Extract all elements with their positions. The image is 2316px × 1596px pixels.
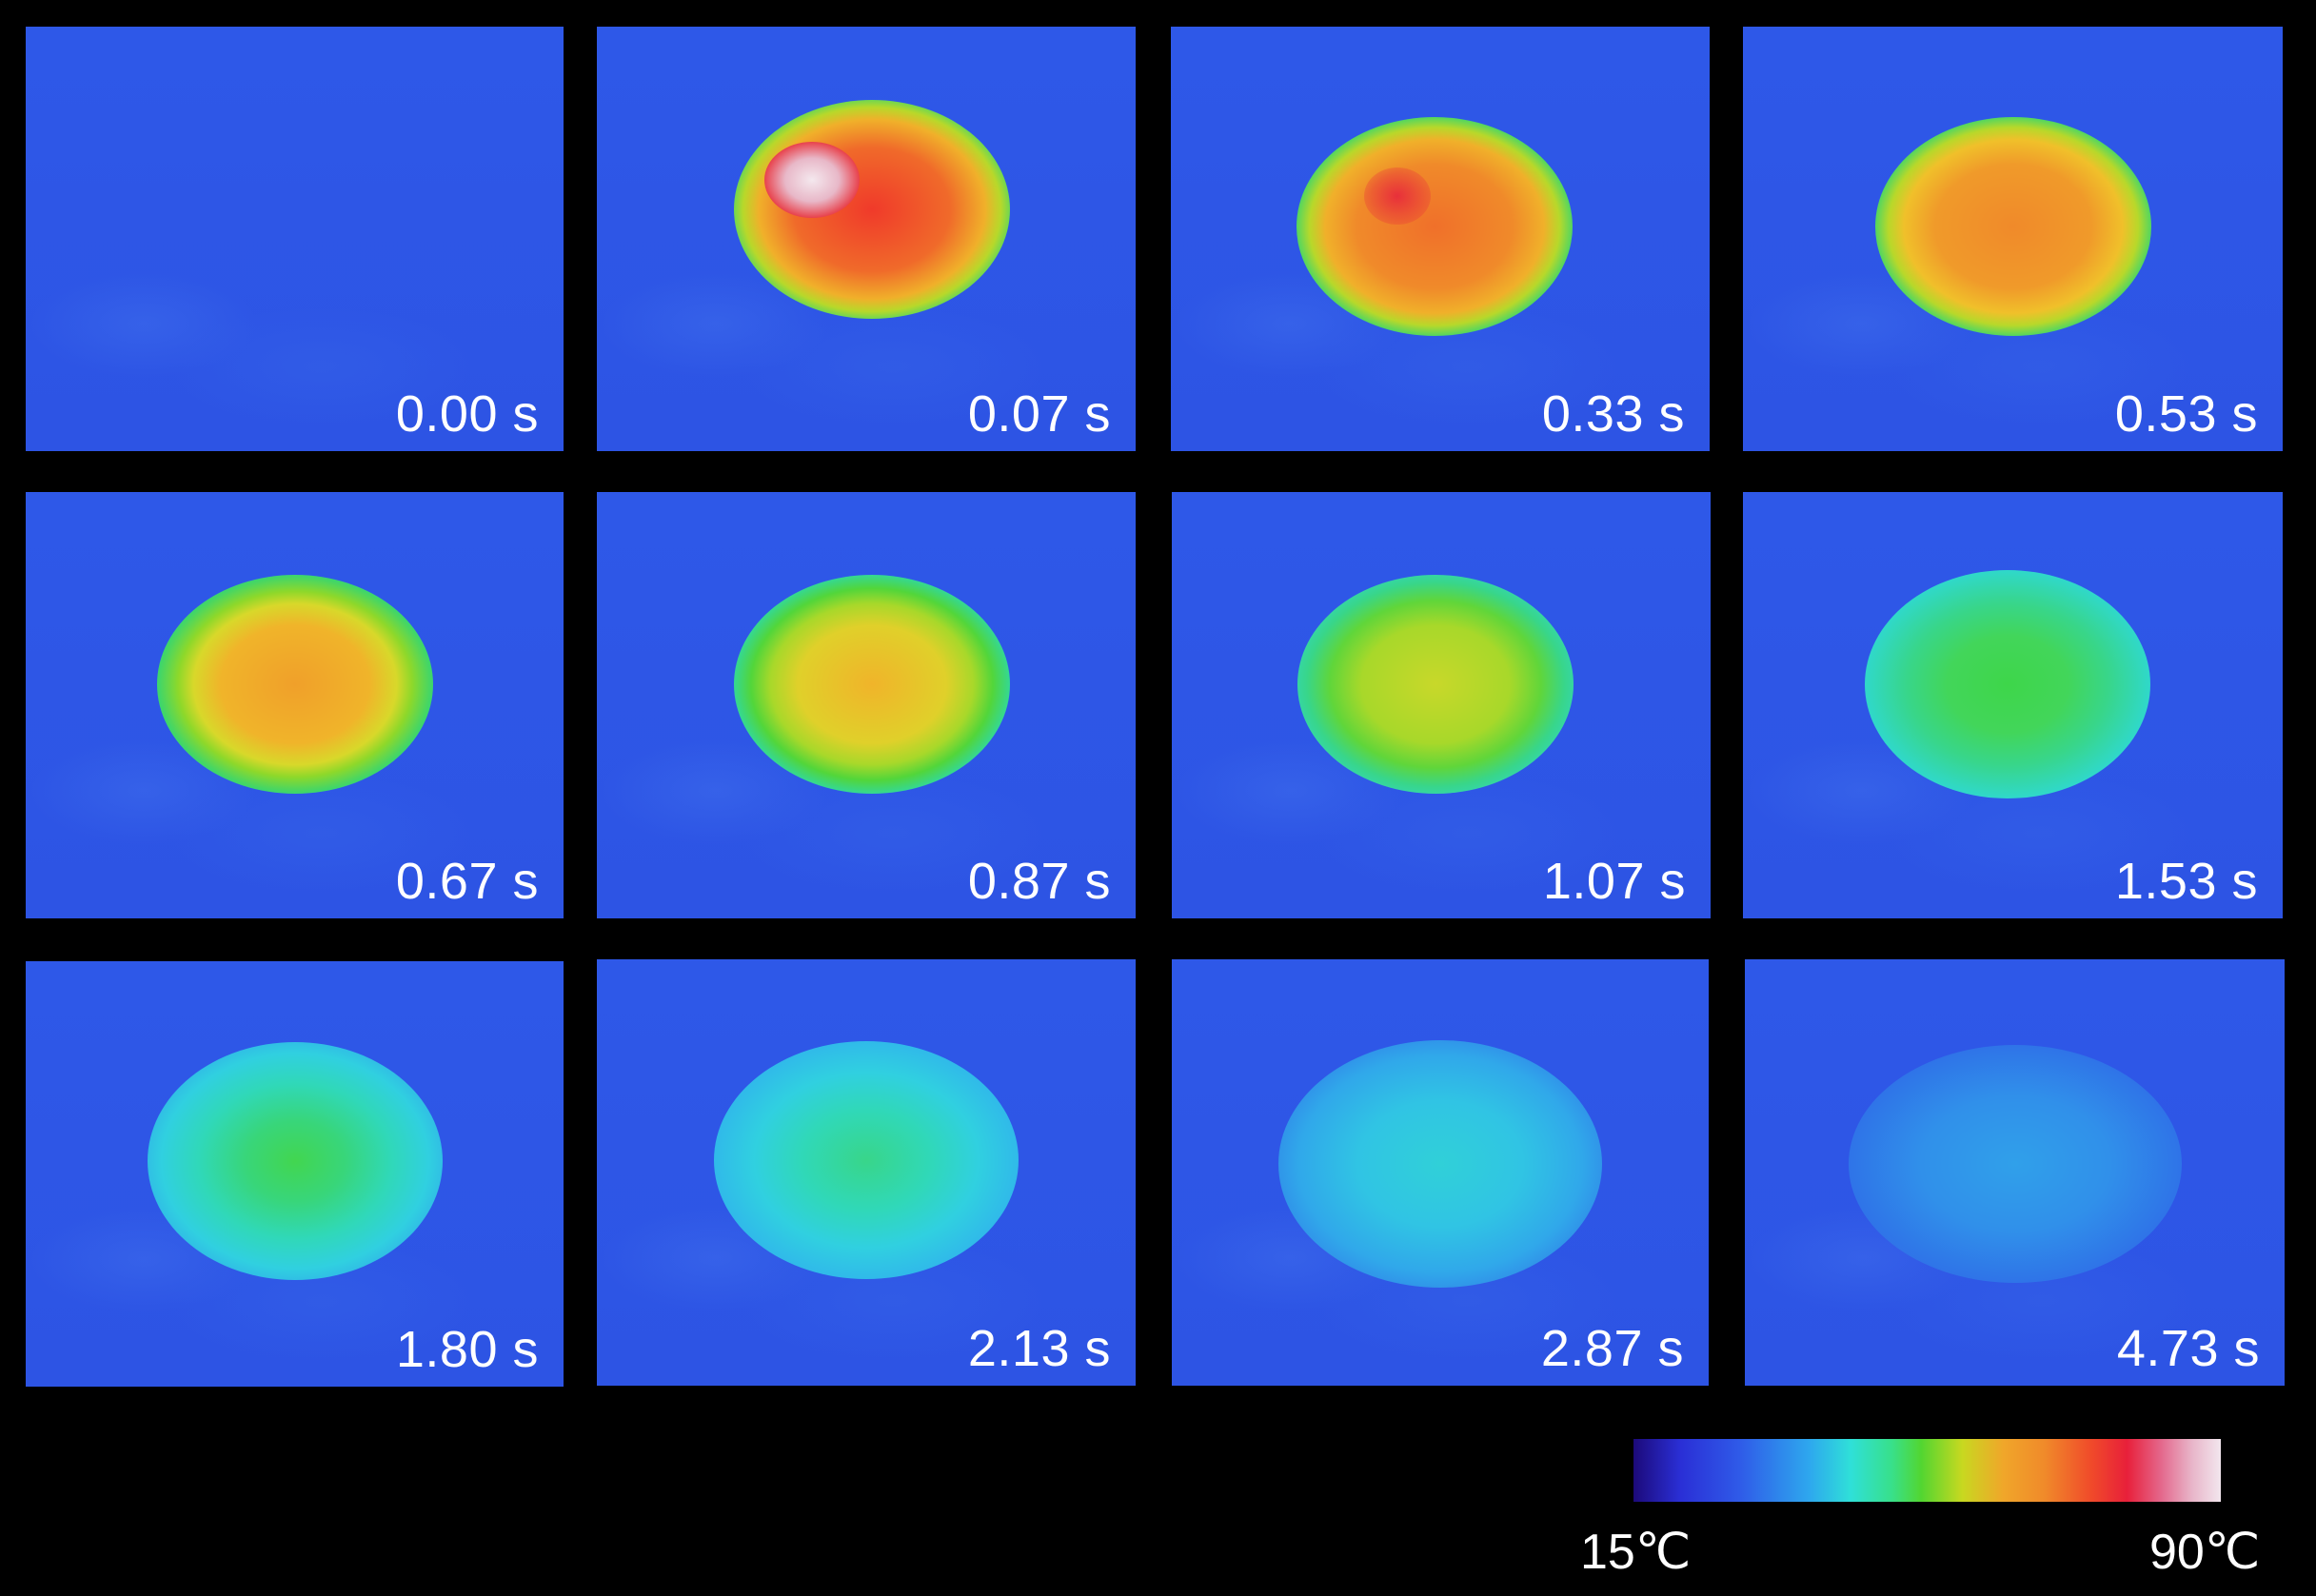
hot-spot xyxy=(1297,574,1574,794)
colorbar-max-label: 90℃ xyxy=(2149,1525,2261,1580)
hot-spot xyxy=(1848,1045,2182,1284)
frame-time-label: 0.07 s xyxy=(967,385,1111,443)
frame-time-label: 0.33 s xyxy=(1541,385,1685,443)
frame-time-label: 0.87 s xyxy=(967,853,1111,910)
frame-time-label: 1.80 s xyxy=(395,1321,539,1378)
thermal-frame: 0.67 s xyxy=(26,492,564,918)
hot-spot xyxy=(733,574,1010,794)
hot-spot xyxy=(1297,116,1574,336)
frame-time-label: 0.67 s xyxy=(395,853,539,910)
frame-time-label: 2.87 s xyxy=(1540,1320,1684,1377)
frame-time-label: 4.73 s xyxy=(2116,1320,2260,1377)
hot-spot xyxy=(147,1042,443,1281)
frame-time-label: 0.00 s xyxy=(395,385,539,443)
thermal-frame: 0.53 s xyxy=(1743,27,2283,451)
thermal-frame: 1.07 s xyxy=(1172,492,1711,918)
frame-time-label: 1.07 s xyxy=(1542,853,1686,910)
colorbar-min-label: 15℃ xyxy=(1580,1525,1692,1580)
frame-time-label: 0.53 s xyxy=(2114,385,2258,443)
hot-spot xyxy=(714,1040,1019,1279)
thermal-frame: 4.73 s xyxy=(1745,959,2285,1386)
thermal-frame: 0.33 s xyxy=(1171,27,1710,451)
thermal-frame: 0.87 s xyxy=(597,492,1136,918)
hottest-spot xyxy=(764,141,861,218)
frame-time-label: 1.53 s xyxy=(2114,853,2258,910)
thermal-frame: 1.53 s xyxy=(1743,492,2283,918)
frame-time-label: 2.13 s xyxy=(967,1320,1111,1377)
hot-spot xyxy=(1874,116,2151,336)
thermal-frame: 2.13 s xyxy=(597,959,1136,1386)
thermal-frame: 2.87 s xyxy=(1172,959,1709,1386)
thermal-frame: 0.07 s xyxy=(597,27,1136,451)
thermal-frame: 1.80 s xyxy=(26,961,564,1387)
hot-spot xyxy=(1278,1040,1602,1289)
temperature-colorbar xyxy=(1633,1439,2221,1502)
hot-spot xyxy=(156,574,433,794)
hot-spot xyxy=(1864,569,2150,798)
thermal-frame: 0.00 s xyxy=(26,27,564,451)
hot-spot xyxy=(733,99,1010,319)
warm-spot xyxy=(1363,167,1431,226)
